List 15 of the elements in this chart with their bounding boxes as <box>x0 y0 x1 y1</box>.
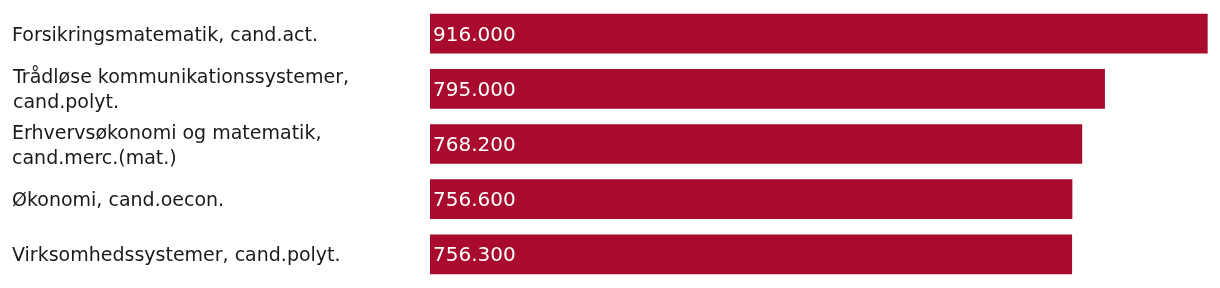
bar <box>430 234 1073 275</box>
data-label: 795.000 <box>433 76 516 101</box>
data-label: 756.600 <box>433 187 516 212</box>
y-tick-label: Virksomhedssystemer, cand.polyt. <box>12 243 341 265</box>
y-tick-label: Forsikringsmatematik, cand.act. <box>12 23 319 45</box>
y-tick-label: Erhvervsøkonomi og matematik, cand.merc.(mat.) <box>12 121 322 168</box>
bar <box>430 68 1105 109</box>
data-label: 916.000 <box>433 21 516 46</box>
bar <box>430 179 1073 220</box>
bar <box>430 13 1208 54</box>
data-label: 768.200 <box>433 132 516 156</box>
bar <box>430 124 1083 164</box>
y-tick-label: Økonomi, cand.oecon. <box>12 188 225 210</box>
y-tick-label: Trådløse kommunikationssystemer, cand.polyt. <box>12 65 350 112</box>
data-label: 756.300 <box>433 242 516 267</box>
